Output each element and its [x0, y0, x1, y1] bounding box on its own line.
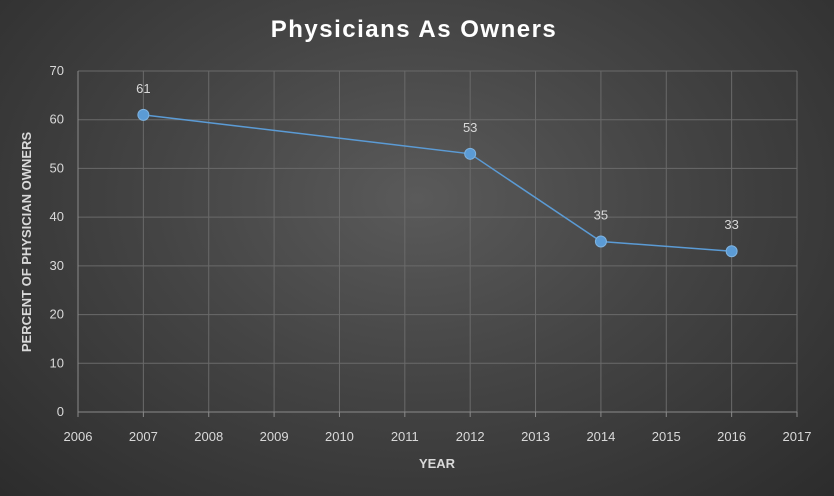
y-tick-label: 30 [50, 258, 64, 273]
data-point [464, 147, 477, 160]
series: 61 53 35 33 [136, 81, 739, 258]
x-tick-label: 2006 [64, 429, 93, 444]
chart-title: Physicians As Owners [271, 16, 558, 43]
data-label: 35 [594, 208, 608, 223]
x-tick-label: 2017 [783, 429, 812, 444]
gridlines [78, 70, 798, 412]
x-tick-label: 2011 [391, 429, 419, 444]
y-tick-label: 60 [50, 112, 64, 127]
y-tick-label: 0 [57, 404, 64, 419]
data-label: 33 [724, 217, 738, 232]
y-axis-title: PERCENT OF PHYSICIAN OWNERS [19, 132, 34, 353]
data-point [594, 235, 607, 248]
x-tick-label: 2008 [194, 429, 223, 444]
y-tick-label: 70 [50, 63, 64, 78]
y-tick-label: 20 [50, 307, 64, 322]
x-tick-label: 2013 [521, 429, 550, 444]
y-tick-label: 50 [50, 160, 64, 175]
x-tick-label: 2009 [260, 429, 289, 444]
y-axis-ticks: 0 10 20 30 40 50 60 70 [50, 63, 64, 419]
x-tick-label: 2007 [129, 429, 158, 444]
data-point [725, 245, 738, 258]
x-tick-label: 2010 [325, 429, 354, 444]
y-tick-label: 40 [50, 209, 64, 224]
x-tick-label: 2016 [717, 429, 746, 444]
x-tick-label: 2014 [586, 429, 615, 444]
data-label: 61 [136, 81, 150, 96]
x-tick-label: 2012 [456, 429, 485, 444]
series-line [143, 114, 732, 252]
y-tick-label: 10 [50, 355, 64, 370]
x-tick-label: 2015 [652, 429, 681, 444]
x-axis-title: YEAR [419, 456, 456, 471]
axes [77, 71, 798, 417]
data-point [137, 108, 150, 121]
x-axis-ticks: 2006 2007 2008 2009 2010 2011 2012 2013 2014 2015… [64, 429, 812, 444]
data-label: 53 [463, 120, 477, 135]
